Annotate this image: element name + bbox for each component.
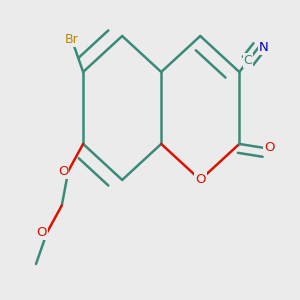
Text: N: N [259,41,269,54]
Text: O: O [195,173,206,186]
Text: O: O [36,226,47,239]
Text: Br: Br [65,33,79,46]
Text: C: C [244,54,252,68]
Text: O: O [264,141,274,154]
Text: O: O [58,164,68,178]
